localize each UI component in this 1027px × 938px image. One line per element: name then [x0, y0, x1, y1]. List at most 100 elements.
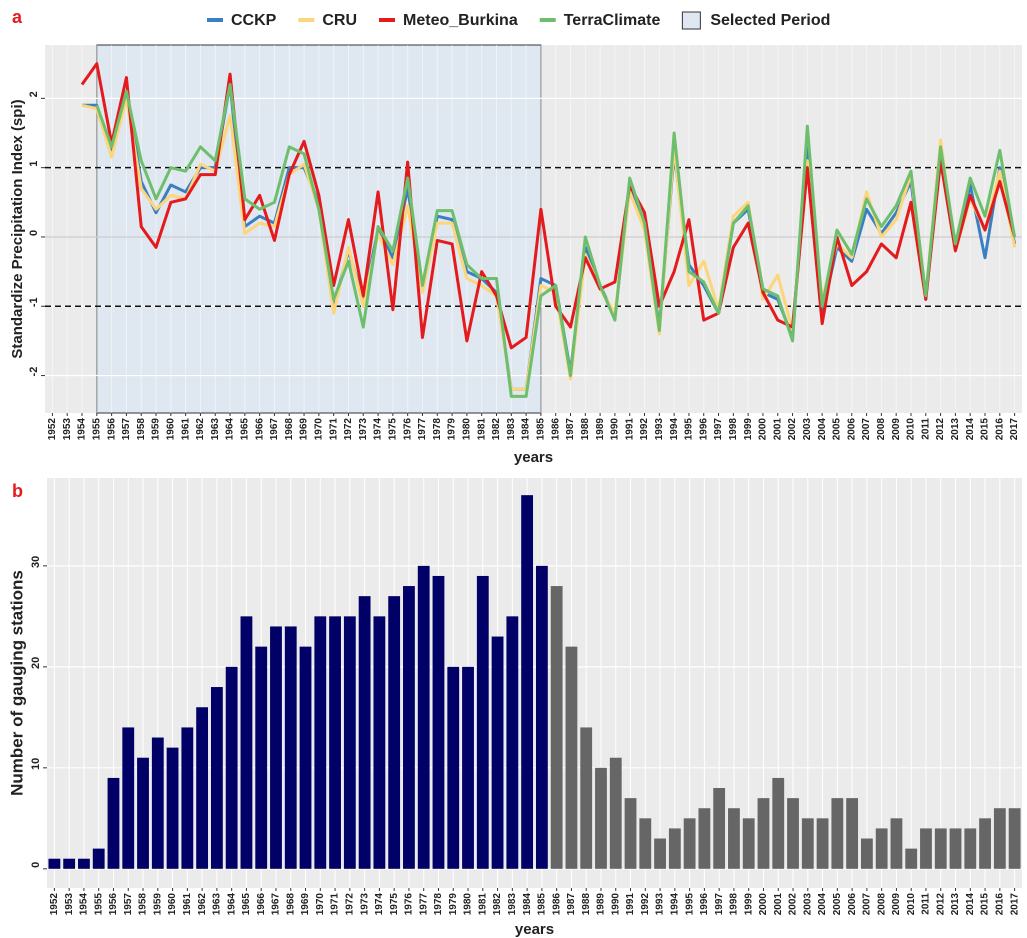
bar: [580, 727, 593, 869]
x-tick-label: 1971: [330, 893, 341, 916]
x-tick-label: 2015: [980, 418, 991, 441]
x-tick-label: 2005: [832, 893, 843, 916]
x-tick-label: 1958: [136, 418, 147, 441]
x-tick-label: 2014: [965, 418, 976, 441]
x-tick-label: 1989: [596, 893, 607, 916]
x-tick-label: 1984: [522, 893, 533, 916]
y-tick-label: 0: [30, 862, 42, 868]
bar: [476, 575, 489, 869]
x-tick-label: 1962: [195, 418, 206, 441]
x-tick-label: 2009: [891, 893, 902, 916]
x-tick-label: 1952: [47, 418, 58, 441]
x-tick-label: 1979: [448, 893, 459, 916]
bar: [181, 727, 194, 869]
bar: [609, 757, 622, 869]
x-tick-label: 1977: [418, 893, 429, 916]
x-tick-label: 1959: [152, 893, 163, 916]
y-tick-label: 10: [30, 758, 42, 770]
x-tick-label: 2006: [846, 418, 857, 441]
bar: [373, 616, 386, 869]
x-tick-label: 1987: [566, 893, 577, 916]
y-tick-label: 20: [30, 657, 42, 669]
x-tick-label: 1993: [655, 893, 666, 916]
x-tick-label: 2007: [861, 418, 872, 441]
y-tick-label: -2: [28, 367, 40, 377]
x-tick-label: 1981: [476, 418, 487, 441]
bar: [48, 858, 61, 869]
x-axis-title: years: [514, 449, 553, 466]
x-tick-label: 2010: [906, 418, 917, 441]
bar: [284, 626, 297, 869]
bar: [595, 767, 607, 869]
bar: [417, 565, 430, 869]
bar: [1008, 808, 1021, 869]
x-tick-label: 1993: [654, 418, 665, 441]
y-tick-label: 0: [28, 230, 40, 236]
x-tick-label: 1955: [91, 418, 102, 441]
x-tick-label: 2000: [758, 893, 769, 916]
bar: [624, 798, 637, 869]
bar: [831, 798, 844, 869]
x-tick-label: 1960: [165, 418, 176, 441]
x-tick-label: 1972: [344, 893, 355, 916]
bar: [506, 616, 519, 869]
x-tick-label: 1998: [729, 893, 740, 916]
x-tick-label: 1974: [374, 893, 385, 916]
bar: [63, 858, 76, 869]
x-tick-label: 1967: [269, 418, 280, 441]
x-tick-label: 1980: [463, 893, 474, 916]
bar: [535, 565, 548, 869]
x-tick-label: 1986: [550, 418, 561, 441]
bar: [358, 596, 371, 869]
x-tick-label: 1957: [123, 893, 134, 916]
x-tick-label: 1960: [167, 893, 178, 916]
x-tick-label: 1968: [284, 418, 295, 441]
y-tick-label: -1: [28, 297, 40, 307]
x-tick-label: 1996: [698, 418, 709, 441]
bar: [314, 616, 327, 869]
x-tick-label: 2008: [876, 418, 887, 441]
bar: [565, 646, 578, 869]
x-tick-label: 1978: [433, 893, 444, 916]
x-tick-label: 1994: [669, 418, 680, 441]
legend-label: Meteo_Burkina: [403, 12, 518, 29]
bar: [107, 777, 120, 869]
x-tick-label: 1999: [743, 893, 754, 916]
bar: [78, 858, 90, 869]
x-tick-label: 1954: [77, 418, 88, 441]
bar: [122, 727, 135, 869]
y-axis-title: Standardize Precipitation Index (spi): [9, 99, 26, 358]
x-tick-label: 1977: [417, 418, 428, 441]
x-tick-label: 1964: [226, 893, 237, 916]
x-tick-label: 1991: [624, 418, 635, 441]
series-line: [95, 83, 1017, 398]
x-tick-label: 1982: [492, 893, 503, 916]
bar: [890, 818, 903, 869]
x-tick-label: 1961: [182, 893, 193, 916]
x-tick-label: 2008: [876, 893, 887, 916]
bar: [905, 848, 918, 869]
x-tick-label: 2003: [802, 418, 813, 441]
bar: [683, 818, 696, 869]
x-tick-label: 2011: [921, 893, 932, 915]
x-tick-label: 1953: [62, 418, 73, 441]
bar: [447, 666, 460, 869]
x-tick-label: 1978: [432, 418, 443, 441]
legend-label: TerraClimate: [564, 12, 661, 29]
x-tick-label: 2001: [773, 893, 784, 916]
bar: [757, 798, 770, 869]
bar: [403, 586, 415, 869]
x-tick-label: 1967: [271, 893, 282, 916]
bar: [388, 596, 401, 869]
bar: [846, 798, 859, 869]
x-tick-label: 1966: [256, 893, 267, 916]
plot-background: [47, 478, 1022, 888]
legend-label: Selected Period: [710, 12, 830, 29]
x-tick-label: 1996: [699, 893, 710, 916]
x-tick-label: 2012: [935, 893, 946, 916]
bar: [979, 818, 991, 869]
x-tick-label: 2005: [832, 418, 843, 441]
bar: [993, 808, 1006, 869]
x-tick-label: 1954: [79, 893, 90, 916]
